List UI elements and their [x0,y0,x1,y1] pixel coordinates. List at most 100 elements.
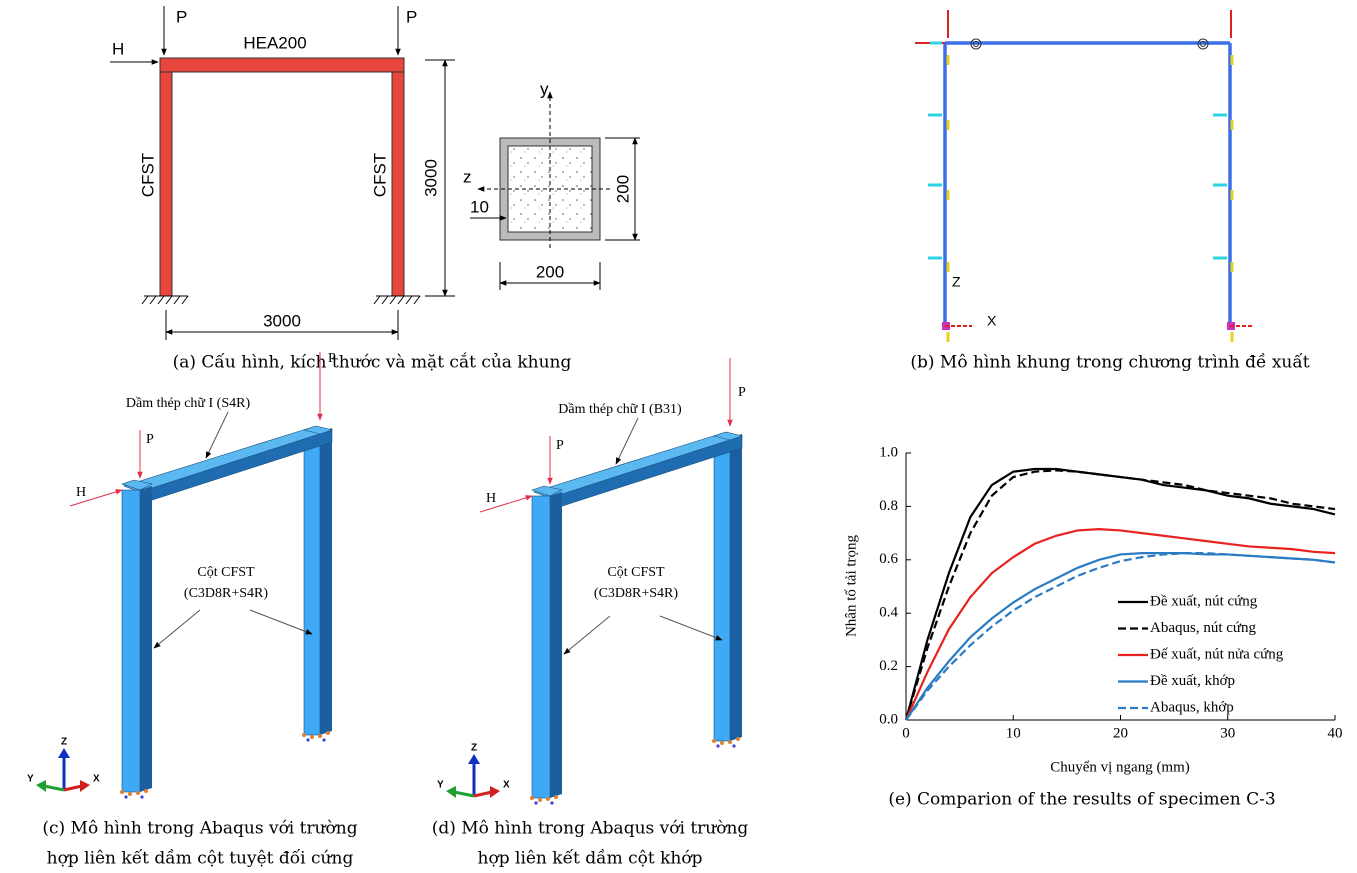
x-axis-label: Chuyển vị ngang (mm) [1050,759,1190,775]
frame-3d-part [36,780,46,792]
caption: hợp liên kết dầm cột tuyệt đối cứng [47,849,354,869]
frame-3d-part-part [318,734,322,738]
label: X [987,313,997,329]
label: y [540,79,549,98]
label: CFST [138,153,157,197]
frame-3d [36,352,332,799]
label: Cột CFST [607,565,665,580]
frame-3d-part [206,412,228,458]
column [160,58,172,296]
legend-label: Đề xuất, khớp [1150,673,1235,689]
label: HEA200 [243,33,306,52]
x-tick-label: 10 [1006,725,1021,741]
label: H [486,491,496,506]
y-tick-label: 0.8 [879,498,898,514]
label: 3000 [421,159,440,197]
label: Y [437,780,444,791]
frame-3d-part [58,748,70,758]
frame-3d-part-part [136,791,140,795]
frame-3d-part-part [124,795,127,798]
caption: (d) Mô hình trong Abaqus với trường [432,819,749,839]
y-axis-label: Nhân tố tải trọng [843,534,859,637]
support [142,296,420,304]
label: Cột CFST [197,565,255,580]
y-tick-label: 1.0 [879,444,898,460]
label: Y [27,774,34,785]
node-markers-part [928,43,1227,258]
x-tick-label: 40 [1328,725,1343,741]
panel-a: P P H HEA200 CFST CFST 3000 3000 y z 10 … [110,6,640,373]
frame-3d [446,358,742,805]
panel-b: Z X (b) Mô hình khung trong chương trình… [910,10,1309,373]
frame-3d-part [124,426,332,492]
label: 3000 [263,311,301,330]
frame-3d-part [140,486,152,792]
label: P [556,438,564,453]
series-line [906,553,1335,720]
x-tick-label: 20 [1113,725,1128,741]
node-markers [928,43,1252,342]
column [392,58,404,296]
frame-3d-part [124,738,325,798]
panel-e: Nhân tố tải trọng Chuyển vị ngang (mm) (… [843,444,1342,809]
label: X [503,780,510,791]
label: CFST [370,153,389,197]
frame-3d-part [122,490,140,792]
label: (C3D8R+S4R) [594,586,678,601]
legend-label: Abaqus, khớp [1150,699,1234,715]
frame-3d-part-part [128,792,132,796]
caption: (a) Cấu hình, kích thước và mặt cắt của … [173,353,572,373]
legend-label: Abaqus, nút cứng [1150,620,1257,636]
x-tick-label: 30 [1220,725,1235,741]
frame-3d-part [304,432,320,735]
legend-label: Đề xuất, nút cứng [1150,593,1258,609]
frame-3d-part [64,786,82,790]
y-tick-label: 0.2 [879,658,898,674]
label: H [76,485,86,500]
y-tick-label: 0.0 [879,711,898,727]
frame-3d-part-part [120,790,124,794]
frame-3d-part-part [326,731,330,735]
caption: hợp liên kết dầm cột khớp [478,849,703,869]
support-part [142,296,420,304]
page: P P H HEA200 CFST CFST 3000 3000 y z 10 … [0,0,1357,873]
label: 200 [536,262,564,281]
frame-3d-part [250,610,312,634]
label: P [406,7,417,26]
frame-3d-part-part [140,795,143,798]
frame-3d-part-part [302,733,306,737]
label: X [93,774,100,785]
frame-3d-part-part [144,789,148,793]
label: z [463,167,472,186]
frame-model [945,43,1230,327]
figure: P P H HEA200 CFST CFST 3000 3000 y z 10 … [0,0,1357,873]
node-markers-part [948,55,1232,342]
label: P [328,351,336,366]
label: Z [471,743,477,754]
x-tick-label: 0 [902,725,910,741]
label: H [112,39,124,58]
y-tick-label: 0.4 [879,605,898,621]
beam [160,58,404,72]
label: 200 [613,175,632,203]
legend-label: Đế xuất, nút nửa cứng [1150,646,1284,662]
frame-3d-part [320,428,332,735]
frame-3d-part-part [310,735,314,739]
label: Z [61,737,67,748]
frame-3d-part [154,610,200,648]
frame-3d-part-part [322,738,325,741]
frame-3d-part-part [306,738,309,741]
label: Z [952,274,961,290]
label: Dầm thép chữ I (S4R) [126,396,251,411]
dimension [166,60,455,340]
label: Dầm thép chữ I (B31) [558,402,682,417]
frame-3d-part [80,780,90,792]
label: P [176,7,187,26]
frame-3d-part [140,430,332,504]
label: P [738,385,746,400]
frame-3d-part [44,786,64,790]
panel-d: Dầm thép chữ I (B31) P P H Cột CFST (C3D… [432,358,749,869]
caption: (c) Mô hình trong Abaqus với trường [42,819,357,839]
label: P [146,432,154,447]
y-tick-label: 0.6 [879,551,898,567]
